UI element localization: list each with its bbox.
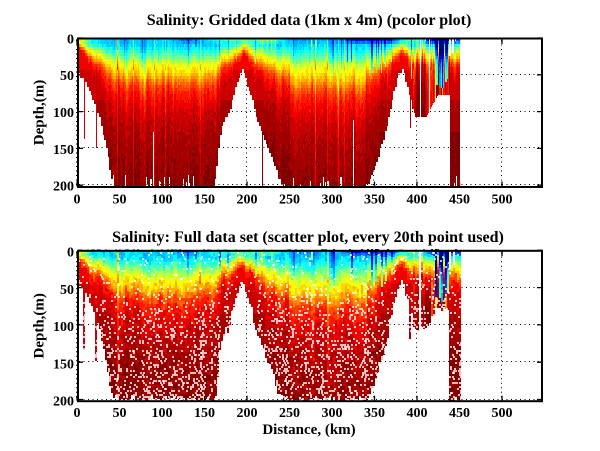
svg-text:150: 150 (194, 406, 215, 421)
svg-text:50: 50 (60, 283, 74, 298)
svg-text:250: 250 (279, 406, 300, 421)
svg-text:200: 200 (237, 193, 258, 208)
svg-text:0: 0 (74, 193, 81, 208)
svg-text:50: 50 (113, 406, 127, 421)
svg-text:350: 350 (364, 193, 385, 208)
svg-text:500: 500 (492, 406, 513, 421)
svg-text:100: 100 (152, 193, 173, 208)
svg-text:400: 400 (407, 193, 428, 208)
svg-text:0: 0 (67, 246, 74, 261)
svg-text:50: 50 (60, 69, 74, 84)
svg-text:250: 250 (279, 193, 300, 208)
svg-text:0: 0 (74, 406, 81, 421)
svg-text:150: 150 (53, 357, 74, 372)
svg-text:Depth,(m): Depth,(m) (32, 80, 48, 145)
svg-text:450: 450 (449, 406, 470, 421)
svg-text:200: 200 (53, 395, 74, 410)
svg-text:150: 150 (53, 143, 74, 158)
svg-text:300: 300 (322, 193, 343, 208)
svg-text:100: 100 (53, 320, 74, 335)
svg-text:100: 100 (152, 406, 173, 421)
svg-text:450: 450 (449, 193, 470, 208)
svg-text:400: 400 (407, 406, 428, 421)
svg-text:100: 100 (53, 106, 74, 121)
svg-text:Depth,(m): Depth,(m) (32, 293, 48, 358)
svg-text:350: 350 (364, 406, 385, 421)
svg-text:Salinity: Full data set (scatt: Salinity: Full data set (scatter plot, e… (112, 229, 504, 246)
svg-text:0: 0 (67, 32, 74, 47)
svg-text:200: 200 (53, 180, 74, 195)
svg-text:150: 150 (194, 193, 215, 208)
svg-text:Distance, (km): Distance, (km) (262, 422, 355, 438)
svg-text:Salinity: Gridded data (1km x: Salinity: Gridded data (1km x 4m) (pcolo… (147, 12, 472, 29)
svg-text:200: 200 (237, 406, 258, 421)
svg-text:500: 500 (492, 193, 513, 208)
svg-text:300: 300 (322, 406, 343, 421)
svg-text:50: 50 (113, 193, 127, 208)
